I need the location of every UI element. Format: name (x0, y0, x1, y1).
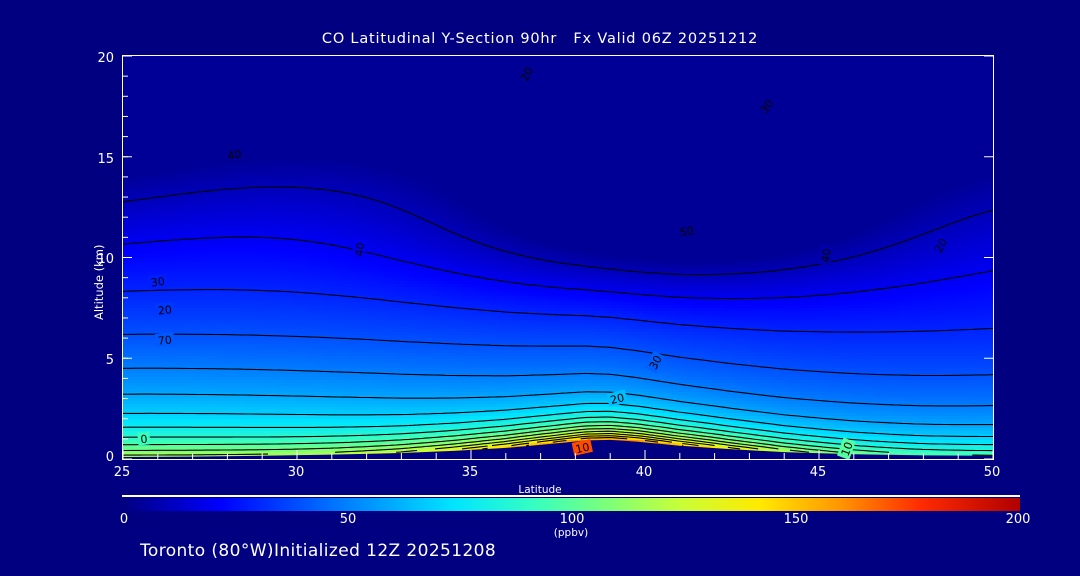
contour-label-8: 20 (157, 303, 172, 317)
x-axis-label: Latitude (0, 484, 1080, 496)
contour-label-9: 70 (157, 333, 172, 347)
contour-label-7: 30 (150, 275, 166, 290)
colorbar-units: (ppbv) (122, 527, 1020, 539)
cross-section-plot[interactable]: 20 30 40 50 40 40 20 30 20 70 30 20 0 10 10 (122, 55, 994, 460)
colorbar-tick-200: 200 (988, 513, 1048, 526)
contour-label-11: 20 (609, 391, 626, 407)
footer-caption: Toronto (80°W)Initialized 12Z 20251208 (140, 541, 496, 561)
contour-label-4: 40 (352, 241, 367, 257)
contour-label-6: 20 (932, 236, 950, 254)
x-tick-25: 25 (92, 466, 152, 479)
colorbar-tick-0: 0 (94, 513, 154, 526)
contour-label-2: 40 (227, 148, 243, 163)
plot-inner: 20 30 40 50 40 40 20 30 20 70 30 20 0 10 10 (123, 56, 993, 459)
colorbar-tick-50: 50 (318, 513, 378, 526)
contour-label-13: 10 (574, 441, 590, 457)
y-tick-10: 10 (74, 253, 114, 266)
x-tick-45: 45 (788, 466, 848, 479)
y-tick-0: 0 (74, 451, 114, 464)
x-tick-30: 30 (266, 466, 326, 479)
contour-label-10: 30 (647, 353, 665, 371)
y-tick-15: 15 (74, 153, 114, 166)
contour-label-14: 10 (839, 440, 856, 458)
x-tick-50: 50 (962, 466, 1022, 479)
contour-label-3: 50 (679, 224, 695, 239)
colorbar-gradient (122, 498, 1020, 511)
y-tick-5: 5 (74, 354, 114, 367)
colorbar-top-rule (122, 495, 1020, 497)
colorbar-tick-100: 100 (542, 513, 602, 526)
y-tick-20: 20 (74, 52, 114, 65)
page-title: CO Latitudinal Y-Section 90hr Fx Valid 0… (0, 31, 1080, 47)
contour-label-12: 0 (140, 433, 148, 447)
contour-label-5: 40 (819, 248, 834, 264)
colorbar-tick-150: 150 (766, 513, 826, 526)
contour-label-0: 20 (518, 65, 536, 83)
x-tick-35: 35 (440, 466, 500, 479)
x-tick-40: 40 (614, 466, 674, 479)
colorbar[interactable]: 0 50 100 150 200 (ppbv) (120, 495, 1030, 539)
